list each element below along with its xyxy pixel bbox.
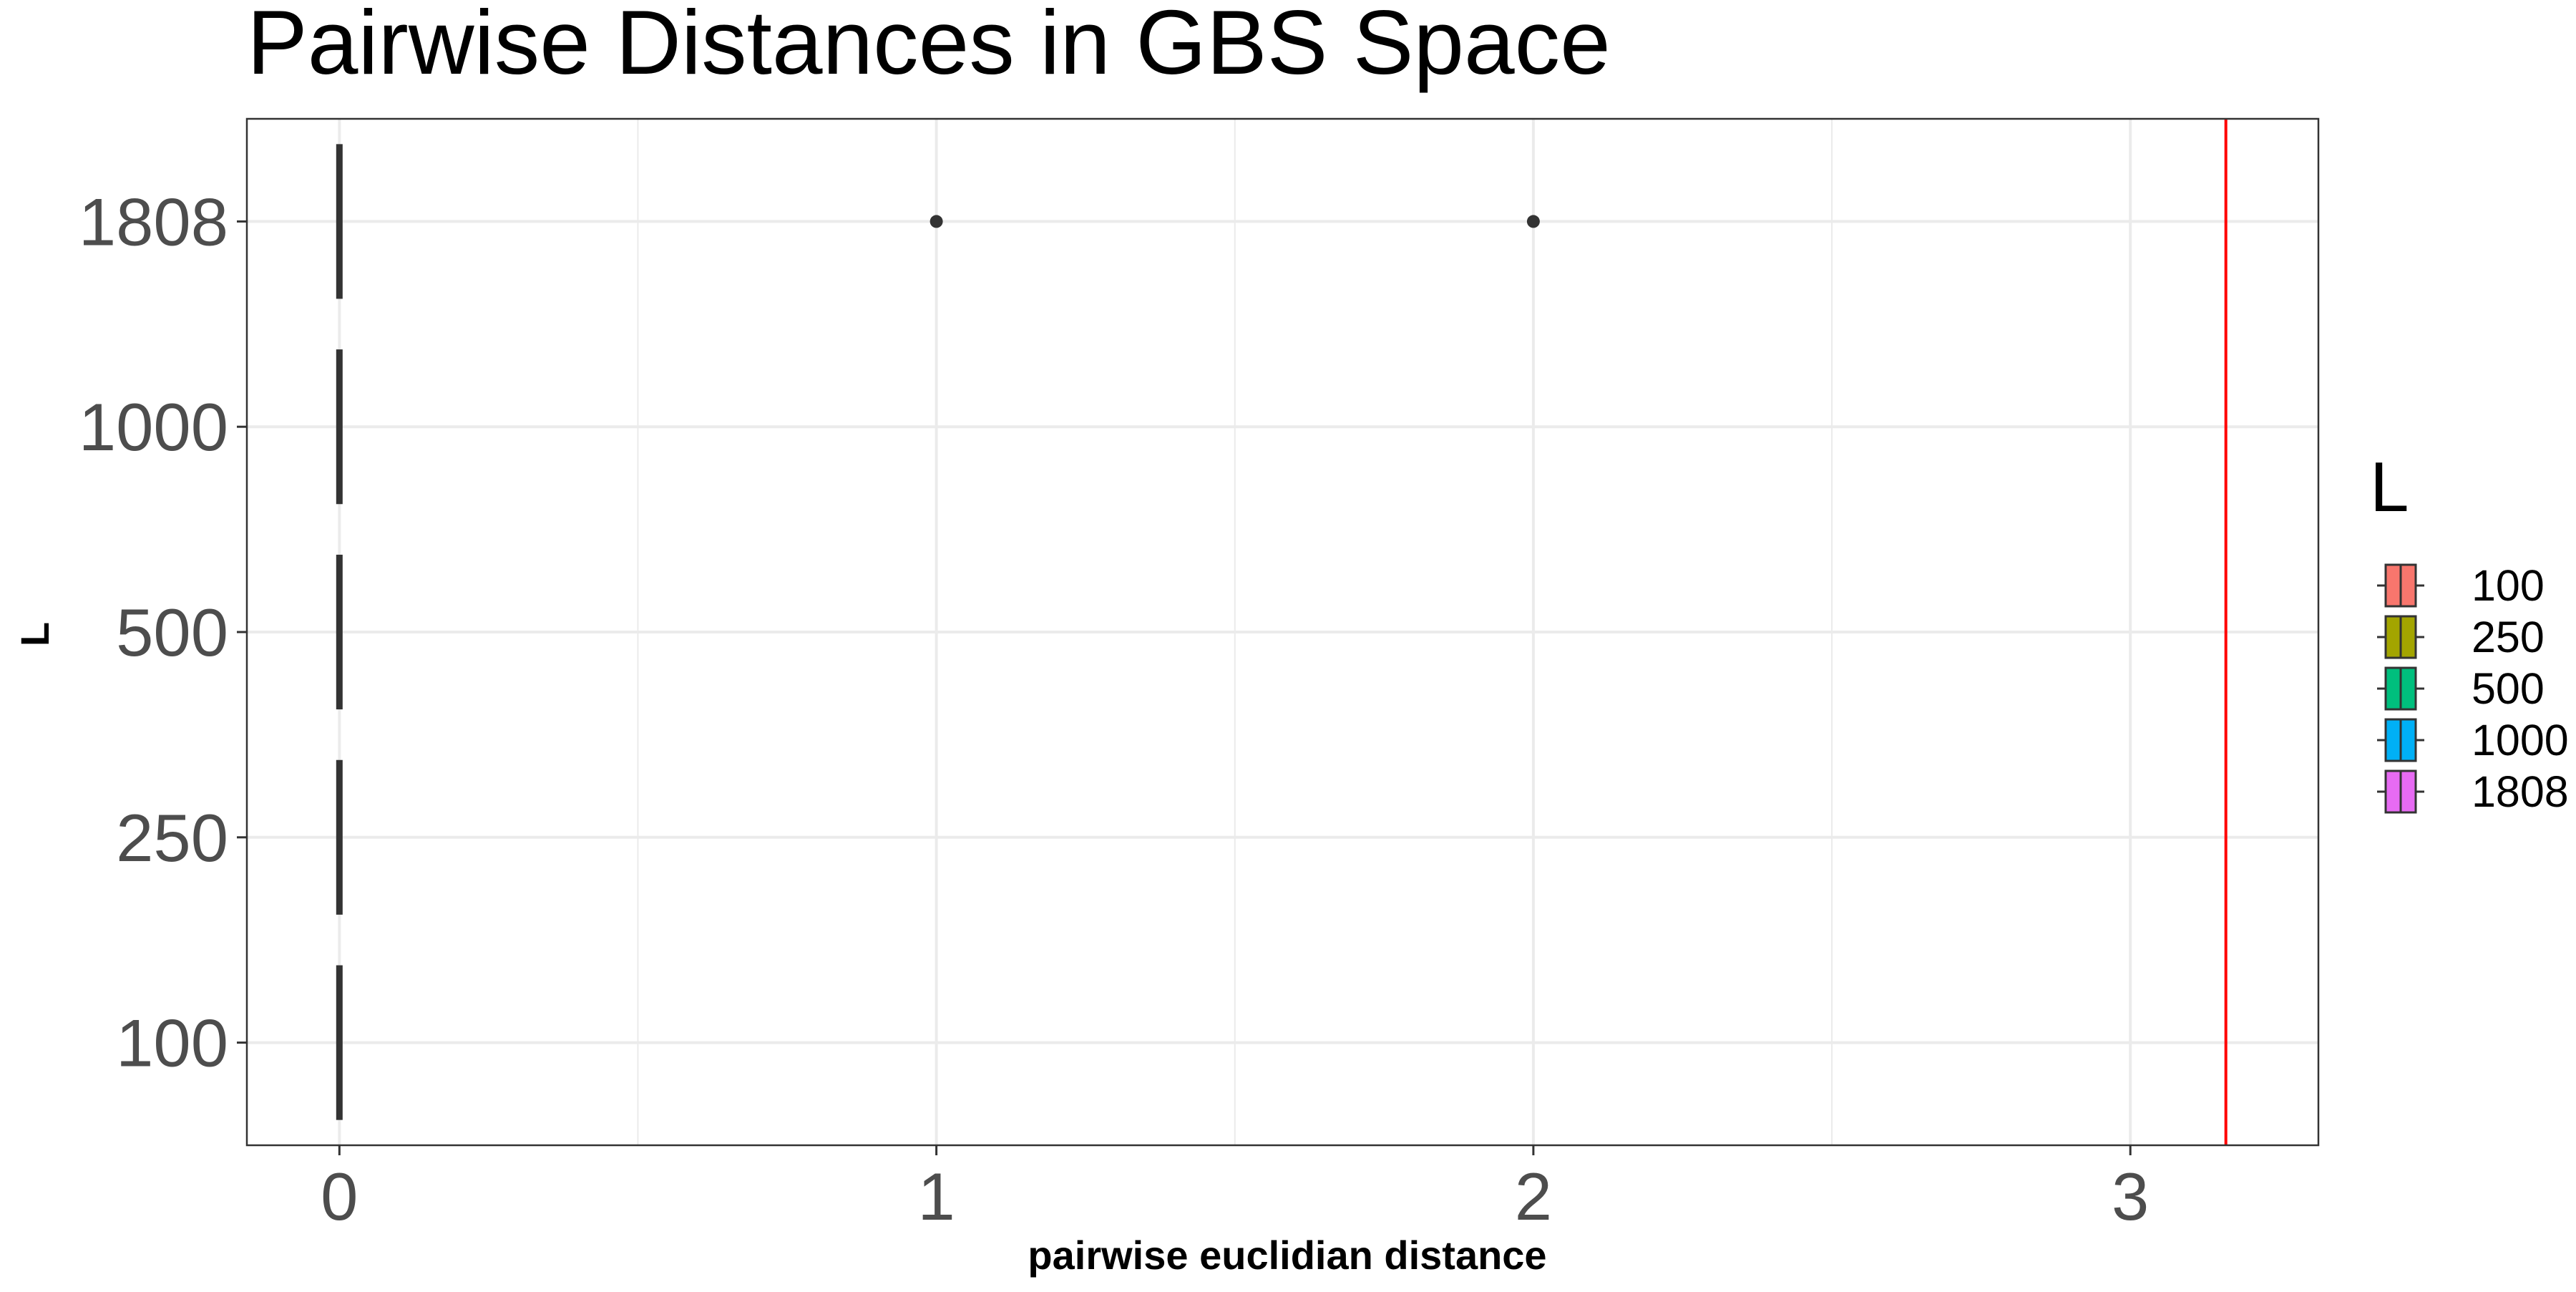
x-axis-title: pairwise euclidian distance: [1028, 1233, 1546, 1278]
legend-label: 100: [2472, 561, 2545, 610]
boxplot-100: [336, 965, 343, 1120]
x-tick-label: 0: [321, 1159, 358, 1234]
legend-item-1000: 1000: [2377, 716, 2569, 764]
outlier-point: [930, 215, 943, 228]
boxplot-500: [336, 554, 343, 710]
boxplot-1000: [336, 349, 343, 505]
legend-item-1808: 1808: [2377, 767, 2569, 816]
legend-item-100: 100: [2377, 561, 2545, 610]
boxplot-1808: [336, 144, 1540, 299]
plot-area: [245, 117, 2320, 1147]
x-tick-label: 2: [1515, 1159, 1552, 1234]
y-tick-label: 250: [116, 800, 228, 875]
x-tick-label: 1: [917, 1159, 955, 1234]
legend-title: L: [2370, 447, 2409, 526]
y-tick-label: 100: [116, 1006, 228, 1081]
legend-label: 1000: [2472, 716, 2569, 764]
legend-item-250: 250: [2377, 613, 2545, 661]
boxplot-250: [336, 759, 343, 915]
y-tick-label: 500: [116, 595, 228, 670]
legend-label: 1808: [2472, 767, 2569, 816]
y-tick-label: 1808: [79, 184, 228, 259]
x-tick-label: 3: [2112, 1159, 2149, 1234]
y-axis-title: L: [12, 622, 57, 646]
legend-label: 250: [2472, 613, 2545, 661]
legend-label: 500: [2472, 664, 2545, 713]
outlier-point: [1526, 215, 1540, 228]
chart-title: Pairwise Distances in GBS Space: [247, 0, 1611, 93]
axes: 0 1 2 3 100 250 500 1000 1808: [79, 184, 2149, 1234]
legend-item-500: 500: [2377, 664, 2545, 713]
y-tick-label: 1000: [79, 389, 228, 465]
